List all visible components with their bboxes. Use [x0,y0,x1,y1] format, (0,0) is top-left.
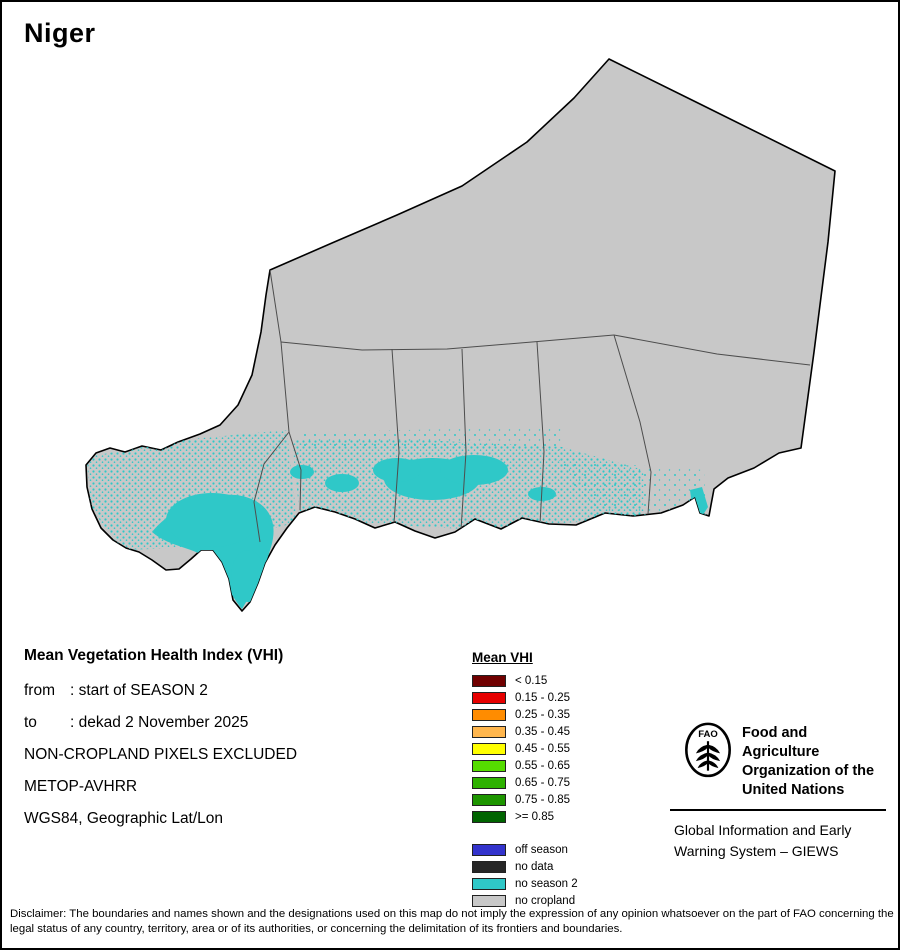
legend-item: no cropland [472,892,578,909]
fao-header: FAO Food and Agriculture Organization of… [670,720,888,799]
legend-item: no season 2 [472,875,578,892]
legend-item: 0.25 - 0.35 [472,706,578,723]
legend-label: 0.55 - 0.65 [515,759,570,772]
fao-logo-icon: FAO [685,722,731,778]
legend-swatch [472,725,506,738]
to-label: to [24,714,37,731]
legend-label: no data [515,860,554,873]
legend-swatch [472,877,506,890]
fao-divider [670,809,886,812]
legend-gap [472,825,578,841]
giews-name: Global Information and Early Warning Sys… [674,822,852,859]
fao-block: FAO Food and Agriculture Organization of… [670,720,888,861]
legend-label: 0.65 - 0.75 [515,776,570,789]
legend-swatch [472,843,506,856]
legend-item: 0.75 - 0.85 [472,791,578,808]
legend-label: >= 0.85 [515,810,555,823]
legend-swatch [472,708,506,721]
info-row-noncropland: NON-CROPLAND PIXELS EXCLUDED [24,746,298,763]
svg-text:FAO: FAO [698,729,718,740]
legend-swatch [472,793,506,806]
legend-swatch [472,742,506,755]
legend-item: < 0.15 [472,672,578,689]
legend-swatch [472,776,506,789]
fao-org-name: Food and Agriculture Organization of the… [742,725,875,798]
vhi-legend: Mean VHI < 0.15 0.15 - 0.25 0.25 - 0.35 0.3… [472,650,578,909]
legend-swatch [472,860,506,873]
info-row-sensor: METOP-AVHRR [24,778,138,795]
legend-label: no season 2 [515,877,578,890]
disclaimer-text: Disclaimer: The boundaries and names sho… [10,908,894,936]
legend-item: no data [472,858,578,875]
info-row-projection: WGS84, Geographic Lat/Lon [24,810,224,827]
to-value: : dekad 2 November 2025 [70,714,249,731]
info-row-to: to : dekad 2 November 2025 [24,714,297,731]
admin-boundaries [253,269,811,543]
legend-label: 0.45 - 0.55 [515,742,570,755]
legend-item: >= 0.85 [472,808,578,825]
legend-label: 0.25 - 0.35 [515,708,570,721]
legend-label: < 0.15 [515,674,548,687]
from-value: : start of SEASON 2 [70,682,208,699]
legend-item: 0.15 - 0.25 [472,689,578,706]
legend-label: off season [515,843,568,856]
season2-cropland-areas [87,427,708,609]
vhi-legend-items: < 0.15 0.15 - 0.25 0.25 - 0.35 0.35 - 0.45 0… [472,672,578,825]
from-label: from [24,682,55,699]
info-row-from: from : start of SEASON 2 [24,682,297,699]
legend-swatch [472,674,506,687]
legend-label: no cropland [515,894,576,907]
legend-label: 0.15 - 0.25 [515,691,570,704]
map-info-block: Mean Vegetation Health Index (VHI) from … [24,647,297,842]
legend-item: 0.55 - 0.65 [472,757,578,774]
legend-swatch [472,759,506,772]
legend-item: 0.65 - 0.75 [472,774,578,791]
legend-swatch [472,691,506,704]
page-title: Niger [24,18,96,48]
legend-swatch [472,810,506,823]
legend-item: 0.45 - 0.55 [472,740,578,757]
legend-item: 0.35 - 0.45 [472,723,578,740]
status-legend-items: off season no data no season 2 no cropland [472,841,578,909]
legend-label: 0.35 - 0.45 [515,725,570,738]
legend-title: Mean VHI [472,650,533,665]
legend-item: off season [472,841,578,858]
info-heading: Mean Vegetation Health Index (VHI) [24,647,284,664]
legend-label: 0.75 - 0.85 [515,793,570,806]
legend-swatch [472,894,506,907]
